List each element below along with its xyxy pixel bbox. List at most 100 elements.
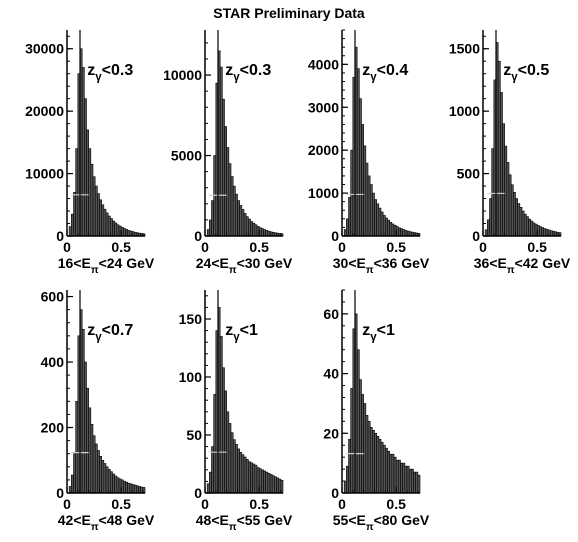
cut-label: zγ<0.3 bbox=[87, 62, 133, 84]
histogram-bar bbox=[510, 184, 514, 237]
histogram-bar bbox=[226, 147, 230, 237]
histogram-bar bbox=[369, 427, 373, 494]
histogram-bar bbox=[123, 228, 126, 237]
x-tick-label: 0.5 bbox=[111, 496, 131, 512]
histogram-bar bbox=[105, 466, 109, 494]
histogram-bar bbox=[250, 462, 253, 494]
histogram-bar bbox=[532, 222, 536, 237]
x-tick-label: 0.5 bbox=[386, 496, 406, 512]
histogram-bar bbox=[112, 473, 115, 494]
cut-label: zγ<1 bbox=[362, 322, 395, 344]
histogram-bar bbox=[380, 441, 384, 494]
histogram-bar bbox=[213, 394, 217, 494]
histogram-bar bbox=[411, 468, 414, 494]
histogram-bar bbox=[86, 129, 89, 237]
x-tick-label: 0 bbox=[338, 496, 346, 512]
y-tick-label: 0 bbox=[56, 485, 64, 501]
histogram-bar bbox=[489, 198, 492, 237]
histogram-bar bbox=[73, 453, 76, 494]
y-tick-label: 40 bbox=[323, 366, 339, 382]
histogram-bar bbox=[549, 230, 553, 237]
histogram-bar bbox=[232, 439, 236, 494]
panel-3: 0 1000 2000 3000 4000 0 0.5 zγ<0.4 30<Eπ<36 GeV bbox=[308, 29, 430, 276]
histogram-bar bbox=[408, 468, 412, 494]
y-tick-label: 1000 bbox=[449, 103, 480, 119]
histogram-bar bbox=[219, 336, 223, 494]
histogram-bar bbox=[88, 148, 92, 237]
histogram-bar bbox=[402, 462, 406, 494]
histogram-bar bbox=[241, 454, 245, 494]
histogram-bar bbox=[361, 394, 364, 494]
histogram-bar bbox=[359, 379, 362, 494]
histogram-bar bbox=[539, 226, 542, 237]
histogram-bar bbox=[382, 444, 386, 494]
histogram-bar bbox=[71, 213, 74, 237]
histogram-bar bbox=[372, 430, 375, 494]
histogram-bar bbox=[398, 459, 401, 494]
y-tick-label: 500 bbox=[457, 166, 481, 182]
histogram-bar bbox=[413, 471, 416, 494]
histogram-bar bbox=[543, 228, 547, 237]
histogram-bar bbox=[101, 204, 105, 237]
histogram-bar bbox=[404, 465, 408, 494]
panel-7: 0 20 40 60 0 0.5 zγ<1 55<Eπ<80 GeV bbox=[323, 289, 430, 533]
histogram-bar bbox=[261, 228, 264, 237]
x-tick-label: 0.5 bbox=[527, 239, 547, 255]
y-tick-label: 10000 bbox=[163, 67, 202, 83]
histogram-bar bbox=[363, 145, 367, 237]
histogram-bar bbox=[123, 480, 126, 494]
histogram-bar bbox=[136, 485, 139, 494]
histogram-bar bbox=[374, 199, 377, 237]
histogram-bar bbox=[387, 450, 390, 494]
cut-label: zγ<1 bbox=[225, 322, 258, 344]
histogram-bar bbox=[389, 221, 393, 237]
histogram-bar bbox=[484, 229, 488, 237]
y-tick-label: 0 bbox=[56, 228, 64, 244]
histogram-bar bbox=[398, 227, 401, 237]
x-tick-label: 0 bbox=[63, 496, 71, 512]
histogram-bar bbox=[206, 483, 210, 494]
histogram-bar bbox=[343, 229, 347, 237]
histogram-bar bbox=[387, 219, 390, 237]
histogram-bar bbox=[365, 162, 369, 237]
histogram-bar bbox=[239, 452, 243, 494]
histogram-bar bbox=[400, 462, 403, 494]
histogram-bar bbox=[84, 98, 87, 237]
histogram-bar bbox=[265, 471, 269, 494]
histogram-bar bbox=[504, 145, 508, 237]
y-tick-label: 1000 bbox=[308, 185, 339, 201]
panel-1: 0 10000 20000 30000 0 0.5 zγ<0.3 16<Eπ<24 GeV bbox=[25, 30, 155, 276]
x-tick-label: 0.5 bbox=[249, 239, 269, 255]
histogram-bar bbox=[378, 438, 382, 494]
histogram-bar bbox=[68, 226, 72, 237]
histogram-bar bbox=[75, 148, 79, 237]
panel-label: 48<Eπ<55 GeV bbox=[196, 512, 293, 533]
histogram-bar bbox=[519, 206, 523, 237]
histogram-bar bbox=[235, 443, 238, 494]
histogram-bar bbox=[224, 126, 227, 237]
histogram-bar bbox=[348, 438, 351, 494]
y-tick-label: 400 bbox=[41, 354, 65, 370]
panel-label: 24<Eπ<30 GeV bbox=[196, 255, 293, 276]
histogram-bar bbox=[99, 199, 102, 237]
x-tick-label: 0 bbox=[201, 239, 209, 255]
histogram-bar bbox=[103, 208, 107, 237]
histogram-bar bbox=[248, 461, 251, 494]
histogram-bar bbox=[86, 387, 89, 494]
histogram-bar bbox=[263, 229, 266, 237]
histogram-bar bbox=[389, 453, 393, 494]
histogram-bar bbox=[400, 228, 403, 237]
histogram-bar bbox=[374, 432, 377, 494]
x-tick-label: 0 bbox=[63, 239, 71, 255]
histogram-bar bbox=[97, 450, 100, 494]
histogram-bar bbox=[125, 481, 128, 494]
histogram-bar bbox=[350, 149, 354, 237]
histogram-bar bbox=[508, 174, 512, 237]
x-tick-label: 0 bbox=[201, 496, 209, 512]
x-tick-label: 0.5 bbox=[111, 239, 131, 255]
histogram-bar bbox=[68, 486, 72, 494]
histogram-bar bbox=[103, 463, 107, 494]
histogram-bar bbox=[369, 184, 373, 237]
histogram-bar bbox=[378, 207, 382, 237]
